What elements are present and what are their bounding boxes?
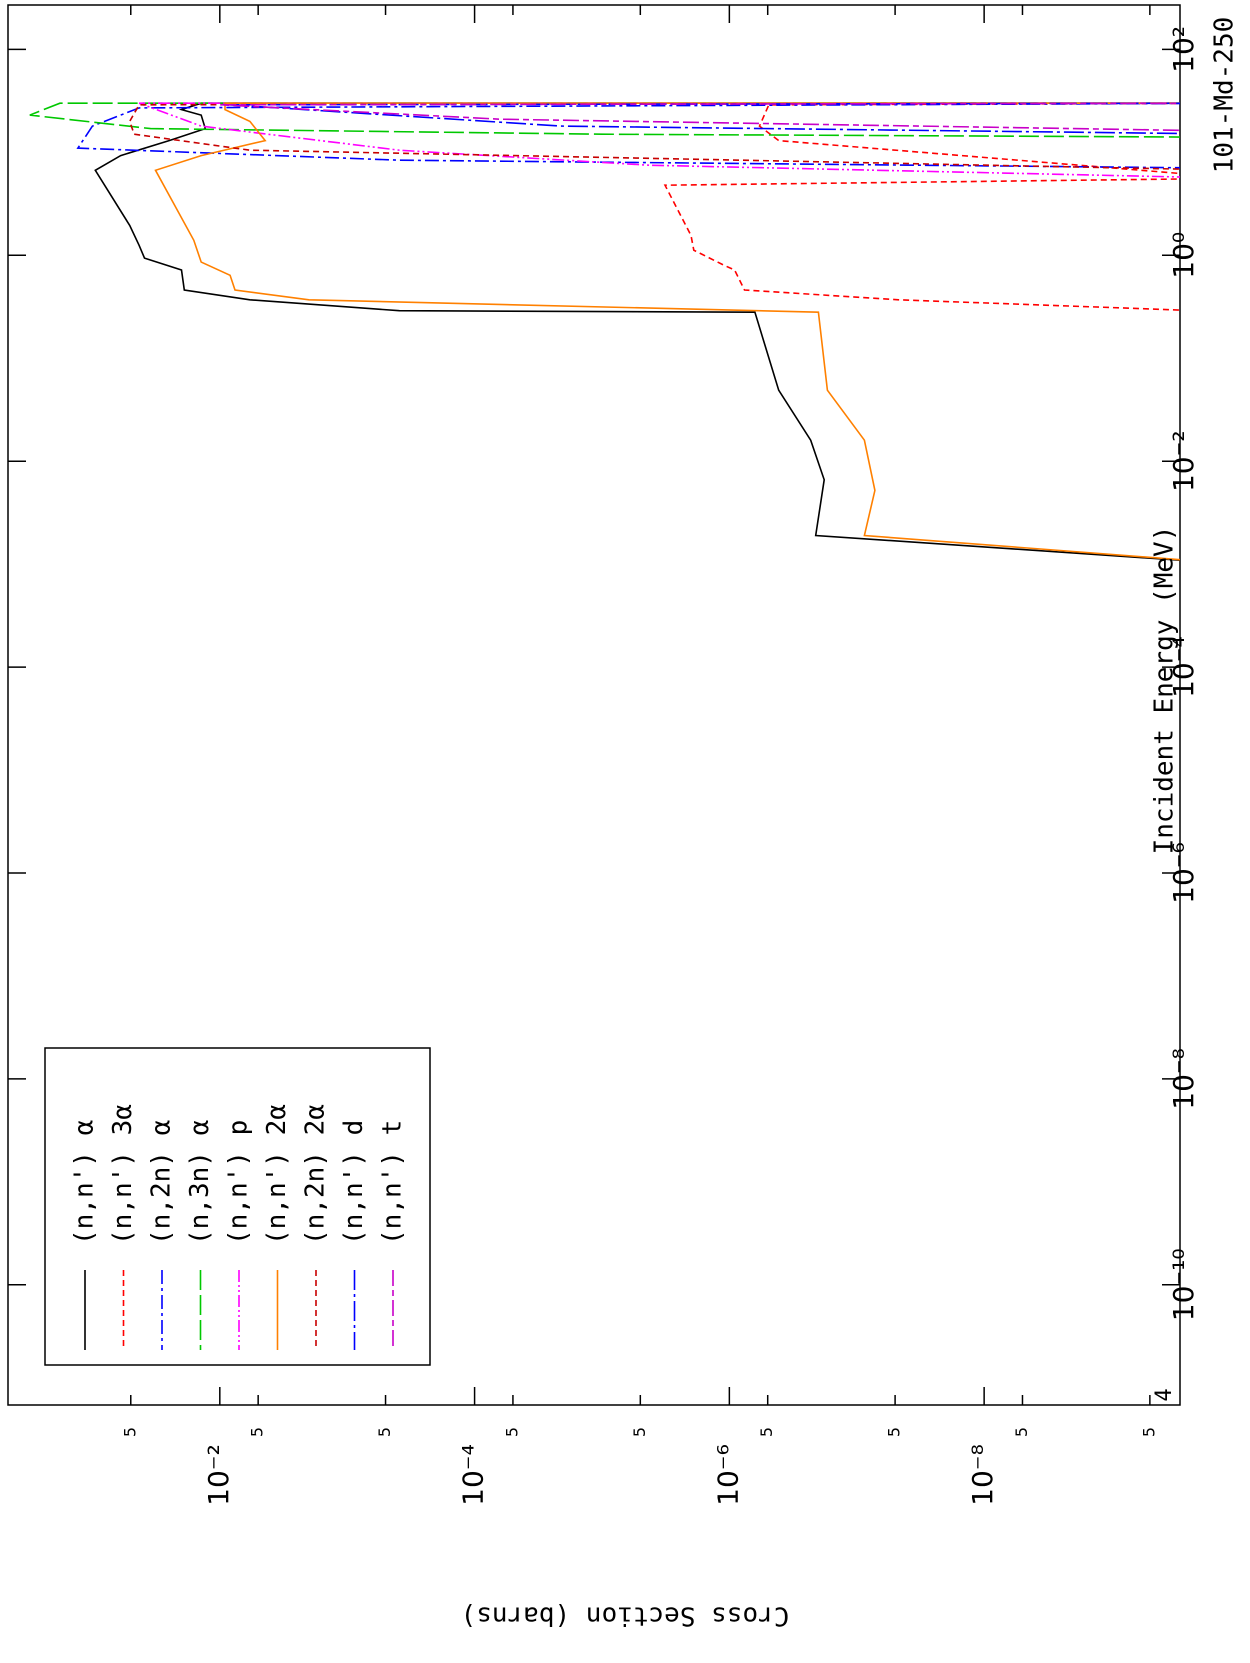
y-tick-label: 5 (120, 1427, 139, 1437)
x-tick-label: 10² (1167, 26, 1200, 73)
y-tick-label: 5 (757, 1427, 776, 1437)
y-tick-label: 5 (375, 1427, 394, 1437)
annotation: 4 (1152, 1388, 1177, 1401)
x-tick-label: 10⁻² (1167, 430, 1200, 492)
legend-label: (n,n') d (339, 1120, 369, 1245)
x-tick-label: 10⁻⁴ (1167, 636, 1200, 698)
legend-label: (n,n') p (224, 1120, 254, 1245)
y-tick-label: 5 (630, 1427, 649, 1437)
y-tick-label: 10⁻⁶ (711, 1444, 744, 1506)
series-line (138, 102, 1180, 178)
y-tick-label: 10⁻⁸ (966, 1444, 999, 1506)
x-tick-label: 10⁻⁶ (1167, 842, 1200, 904)
legend-label: (n,n') 2α (262, 1104, 292, 1245)
y-tick-label: 10⁻⁴ (457, 1444, 490, 1506)
chart-title: 101-Md-250 (1210, 17, 1240, 174)
legend-label: (n,2n) 2α (301, 1104, 331, 1245)
y-tick-label: 5 (885, 1427, 904, 1437)
legend-label: (n,3n) α (185, 1120, 215, 1245)
plot-frame (7, 4, 1181, 1406)
legend-label: (n,n') t (378, 1120, 408, 1245)
plot-area (29, 102, 1180, 562)
y-tick-label: 10⁻² (202, 1444, 235, 1506)
y-tick-label: 5 (1139, 1427, 1158, 1437)
y-tick-label: 5 (1012, 1427, 1031, 1437)
x-axis-label: Incident Energy (MeV) (1150, 526, 1180, 855)
series-line (663, 102, 1180, 311)
legend-label: (n,n') α (70, 1120, 100, 1245)
x-tick-label: 10⁻¹⁰ (1167, 1248, 1200, 1321)
x-tick-label: 10⁰ (1167, 232, 1200, 279)
series-line (154, 102, 1180, 561)
legend-label: (n,2n) α (147, 1120, 177, 1245)
series-line (219, 102, 1180, 132)
y-tick-label: 5 (248, 1427, 267, 1437)
y-tick-label: 5 (502, 1427, 521, 1437)
y-axis-label: Cross Section (barns) (461, 1601, 790, 1631)
legend-box (44, 1047, 431, 1366)
x-tick-label: 10⁻⁸ (1167, 1048, 1200, 1110)
series-line (94, 102, 1180, 562)
legend-label: (n,n') 3α (108, 1104, 138, 1245)
